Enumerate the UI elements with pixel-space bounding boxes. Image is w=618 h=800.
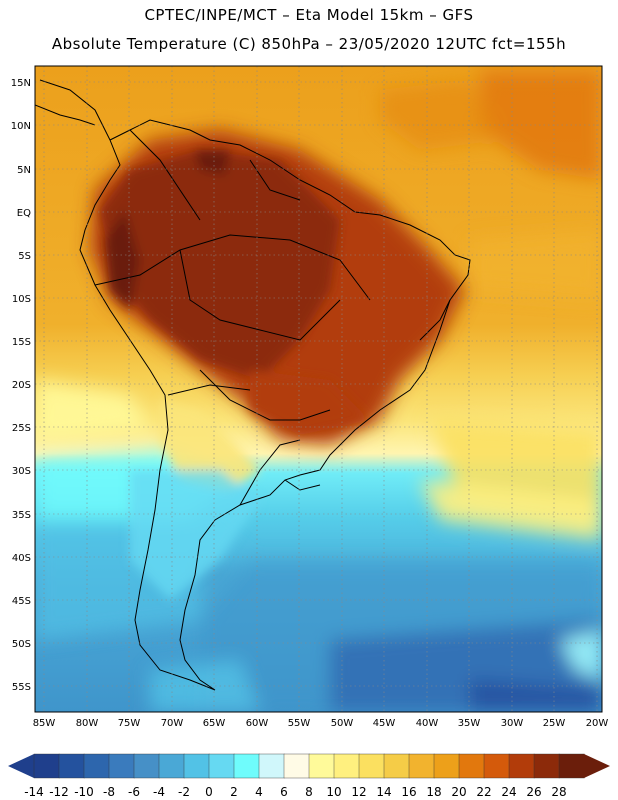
- colorbar-swatch: [108, 753, 135, 779]
- colorbar-swatch: [458, 753, 485, 779]
- colorbar-tick-label: 10: [326, 785, 341, 799]
- lon-label: 35W: [458, 718, 481, 729]
- colorbar-swatch: [208, 753, 235, 779]
- lat-label: 45S: [12, 596, 31, 607]
- latitude-labels: 15N 10N 5N EQ 5S 10S 15S 20S 25S 30S 35S…: [11, 78, 31, 693]
- colorbar: -14 -12 -10 -8 -6 -4 -2 0 2 4 6 8 10 12 14 16 18 20 22 24 26…: [8, 753, 610, 799]
- lon-label: 55W: [288, 718, 311, 729]
- colorbar-tick-label: 18: [426, 785, 441, 799]
- lat-label: 15N: [11, 78, 31, 89]
- lat-label: 25S: [12, 423, 31, 434]
- colorbar-swatch: [333, 753, 360, 779]
- colorbar-swatch: [308, 753, 335, 779]
- colorbar-tick-label: 16: [401, 785, 416, 799]
- lon-label: 45W: [373, 718, 396, 729]
- lon-label: 80W: [76, 718, 99, 729]
- colorbar-swatch: [258, 753, 285, 779]
- colorbar-tick-label: 24: [501, 785, 516, 799]
- lon-label: 70W: [161, 718, 184, 729]
- lat-label: 10S: [12, 294, 31, 305]
- colorbar-swatch: [33, 753, 60, 779]
- coastlines: [35, 79, 471, 691]
- colorbar-swatch: [433, 753, 460, 779]
- colorbar-tick-label: -12: [49, 785, 69, 799]
- colorbar-tick-label: 4: [255, 785, 263, 799]
- graticule: [35, 66, 602, 712]
- colorbar-swatch: [483, 753, 510, 779]
- longitude-labels: 85W 80W 75W 70W 65W 60W 55W 50W 45W 40W …: [33, 718, 609, 729]
- colorbar-over-arrow: [584, 754, 610, 778]
- colorbar-swatch: [233, 753, 260, 779]
- lat-label: 15S: [12, 337, 31, 348]
- temperature-field: [35, 66, 602, 712]
- colorbar-tick-label: 26: [526, 785, 541, 799]
- colorbar-swatch: [58, 753, 85, 779]
- lat-label: 5S: [18, 251, 31, 262]
- colorbar-swatches: [33, 753, 585, 779]
- colorbar-tick-label: 2: [230, 785, 238, 799]
- colorbar-tick-label: 20: [451, 785, 466, 799]
- colorbar-tick-label: -2: [178, 785, 190, 799]
- lon-label: 85W: [33, 718, 56, 729]
- colorbar-swatch: [83, 753, 110, 779]
- colorbar-swatch: [558, 753, 585, 779]
- map-frame: [34, 65, 603, 713]
- colorbar-tick-label: 0: [205, 785, 213, 799]
- colorbar-tick-label: -10: [74, 785, 94, 799]
- lat-label: 10N: [11, 121, 31, 132]
- colorbar-swatch: [358, 753, 385, 779]
- colorbar-tick-label: 12: [351, 785, 366, 799]
- colorbar-swatch: [408, 753, 435, 779]
- lon-label: 50W: [331, 718, 354, 729]
- colorbar-tick-label: 8: [305, 785, 313, 799]
- colorbar-tick-labels: -14 -12 -10 -8 -6 -4 -2 0 2 4 6 8 10 12 14 16 18 20 22 24 26…: [24, 785, 566, 799]
- lat-label: 20S: [12, 380, 31, 391]
- colorbar-swatch: [533, 753, 560, 779]
- lon-label: 60W: [246, 718, 269, 729]
- colorbar-tick-label: -4: [153, 785, 165, 799]
- colorbar-tick-label: 6: [280, 785, 288, 799]
- lon-label: 40W: [416, 718, 439, 729]
- colorbar-under-arrow: [8, 754, 34, 778]
- lat-label: 40S: [12, 553, 31, 564]
- lat-label: 50S: [12, 639, 31, 650]
- colorbar-swatch: [383, 753, 410, 779]
- lon-label: 25W: [543, 718, 566, 729]
- colorbar-tick-label: -8: [103, 785, 115, 799]
- lon-label: 20W: [586, 718, 609, 729]
- map-title-line2: Absolute Temperature (C) 850hPa – 23/05/…: [51, 35, 567, 53]
- colorbar-tick-label: 28: [551, 785, 566, 799]
- colorbar-swatch: [133, 753, 160, 779]
- colorbar-tick-label: 22: [476, 785, 491, 799]
- colorbar-swatch: [283, 753, 310, 779]
- colorbar-tick-label: 14: [376, 785, 391, 799]
- lon-label: 75W: [118, 718, 141, 729]
- lat-label: 30S: [12, 466, 31, 477]
- lat-label: 35S: [12, 510, 31, 521]
- map-title-line1: CPTEC/INPE/MCT – Eta Model 15km – GFS: [144, 6, 474, 24]
- lat-label: 5N: [17, 165, 31, 176]
- colorbar-swatch: [183, 753, 210, 779]
- colorbar-tick-label: -14: [24, 785, 44, 799]
- lon-label: 30W: [501, 718, 524, 729]
- lon-label: 65W: [203, 718, 226, 729]
- lat-label: 55S: [12, 682, 31, 693]
- lat-label: EQ: [17, 208, 31, 219]
- colorbar-swatch: [508, 753, 535, 779]
- colorbar-tick-label: -6: [128, 785, 140, 799]
- colorbar-swatch: [158, 753, 185, 779]
